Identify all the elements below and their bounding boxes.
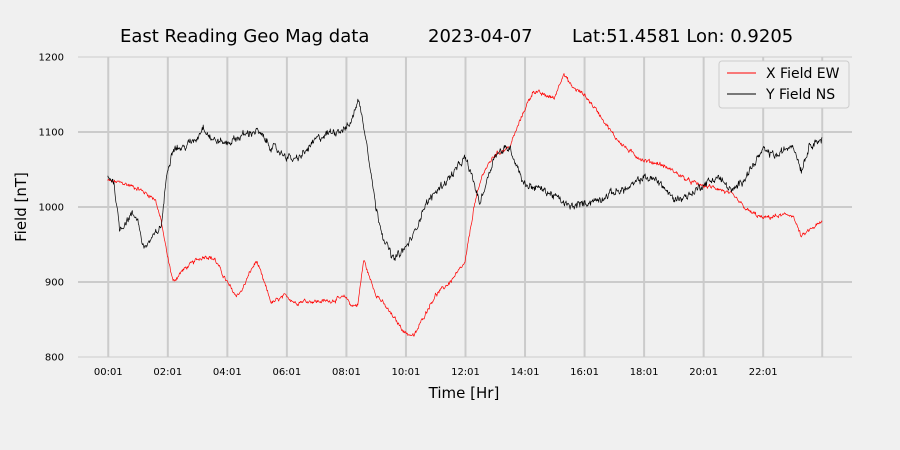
x-tick-label: 22:01 [749,367,778,378]
legend: X Field EW Y Field NS [718,60,850,109]
x-tick-label: 04:01 [213,367,242,378]
series-layer [107,73,823,337]
legend-entry-x-field: X Field EW [766,66,840,82]
chart-title-station: East Reading Geo Mag data [120,26,369,47]
chart-title-date: 2023-04-07 [428,26,533,47]
x-tick-label: 16:01 [570,367,599,378]
legend-entry-y-field: Y Field NS [765,87,835,103]
grid-layer [78,56,852,358]
x-tick-label: 08:01 [332,367,361,378]
y-tick-label: 1100 [39,128,64,139]
x-tick-label: 02:01 [153,367,182,378]
chart-title-location: Lat:51.4581 Lon: 0.9205 [572,26,793,47]
x-tick-label: 20:01 [689,367,718,378]
chart-title: East Reading Geo Mag data 2023-04-07 Lat… [120,26,793,47]
x-tick-label: 18:01 [630,367,659,378]
x-tick-label: 12:01 [451,367,480,378]
y-tick-label: 900 [45,278,64,289]
x-tick-label: 14:01 [511,367,540,378]
y-tick-label: 1200 [39,53,64,64]
series-line-1 [107,98,823,261]
x-axis-label: Time [Hr] [428,384,500,402]
y-tick-label: 800 [45,353,64,364]
y-tick-label: 1000 [39,203,64,214]
x-tick-label: 00:01 [94,367,123,378]
x-tick-labels: 00:01 02:01 04:01 06:01 08:01 10:01 12:01 14:01… [94,367,778,378]
x-tick-label: 10:01 [392,367,421,378]
y-axis-label: Field [nT] [12,172,30,242]
y-tick-labels: 800 900 1000 1100 1200 [39,53,64,364]
x-tick-label: 06:01 [272,367,301,378]
